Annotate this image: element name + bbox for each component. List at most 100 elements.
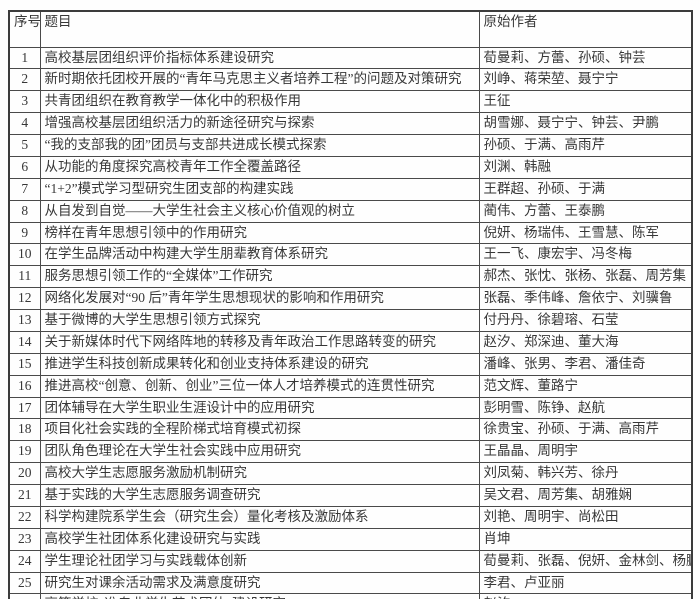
row-title: 从自发到自觉——大学生社会主义核心价值观的树立 <box>39 199 480 223</box>
row-title: 推进学生科技创新成果转化和创业支持体系建设的研究 <box>39 352 480 376</box>
row-title: 从功能的角度探究高校青年工作全覆盖路径 <box>39 155 480 179</box>
row-authors: 李君、卢亚丽 <box>478 571 693 595</box>
row-authors: 蔺伟、方蕾、王泰鹏 <box>478 199 693 223</box>
row-title: 项目化社会实践的全程阶梯式培育模式初探 <box>39 418 480 442</box>
col-header-title: 题目 <box>39 10 480 48</box>
table-row: 12 网络化发展对“90 后”青年学生思想现状的影响和作用研究 张磊、季伟峰、詹… <box>8 287 693 310</box>
row-serial-number: 12 <box>8 287 41 310</box>
row-title: 学生理论社团学习与实践载体创新 <box>39 549 480 573</box>
table-row: 25 研究生对课余活动需求及满意度研究 李君、卢亚丽 <box>8 571 693 595</box>
row-title: 网络化发展对“90 后”青年学生思想现状的影响和作用研究 <box>39 287 480 310</box>
row-title: 高校基层团组织评价指标体系建设研究 <box>39 46 480 70</box>
row-serial-number: 14 <box>8 330 41 354</box>
row-title: 榜样在青年思想引领中的作用研究 <box>39 221 480 245</box>
table-header: 序号 题目 原始作者 <box>8 10 693 48</box>
row-serial-number: 18 <box>8 418 41 442</box>
row-authors: 倪妍、杨瑞伟、王雪慧、陈军 <box>478 221 693 245</box>
table-row: 15 推进学生科技创新成果转化和创业支持体系建设的研究 潘峰、张男、李君、潘佳奇 <box>8 352 693 376</box>
row-serial-number: 23 <box>8 527 41 551</box>
row-authors: 潘峰、张男、李君、潘佳奇 <box>478 352 693 376</box>
row-title: 服务思想引领工作的“全媒体”工作研究 <box>39 265 480 289</box>
row-authors: 王晶晶、周明宇 <box>478 440 693 464</box>
table-row: 22 科学构建院系学生会（研究生会）量化考核及激励体系 刘艳、周明宇、尚松田 <box>8 505 693 529</box>
table-row: 23 高校学生社团体系化建设研究与实践 肖坤 <box>8 527 693 551</box>
row-authors: 范文辉、董路宁 <box>478 374 693 398</box>
row-title: 关于新媒体时代下网络阵地的转移及青年政治工作思路转变的研究 <box>39 330 480 354</box>
row-authors: 刘峥、蒋荣堃、聂宁宁 <box>478 68 693 92</box>
row-title: “我的支部我的团”团员与支部共进成长模式探索 <box>39 134 480 157</box>
row-serial-number: 11 <box>8 265 41 289</box>
table-row: 17 团体辅导在大学生职业生涯设计中的应用研究 彭明雪、陈铮、赵航 <box>8 396 693 420</box>
row-serial-number: 21 <box>8 484 41 507</box>
table-row: 24 学生理论社团学习与实践载体创新 荀曼莉、张磊、倪妍、金林剑、杨鹏 <box>8 549 693 573</box>
row-authors: 付丹丹、徐碧瑢、石莹 <box>478 309 693 332</box>
table-body: 1 高校基层团组织评价指标体系建设研究 荀曼莉、方蕾、孙硕、钟芸 2 新时期依托… <box>8 46 693 599</box>
row-serial-number: 7 <box>8 177 41 201</box>
table-row: 11 服务思想引领工作的“全媒体”工作研究 郝杰、张忱、张杨、张磊、周芳集 <box>8 265 693 289</box>
row-authors: 王一飞、康宏宇、冯冬梅 <box>478 243 693 267</box>
row-serial-number: 26 <box>8 593 41 599</box>
table-row: 13 基于微博的大学生思想引领方式探究 付丹丹、徐碧瑢、石莹 <box>8 309 693 332</box>
row-serial-number: 3 <box>8 90 41 114</box>
table-row: 6 从功能的角度探究高校青年工作全覆盖路径 刘渊、韩融 <box>8 155 693 179</box>
row-authors: 彭明雪、陈铮、赵航 <box>478 396 693 420</box>
row-authors: 吴文君、周芳集、胡雅娴 <box>478 484 693 507</box>
row-title: 高等学校“准专业学生艺术团体”建设研究 <box>39 593 480 599</box>
table-row: 19 团队角色理论在大学生社会实践中应用研究 王晶晶、周明宇 <box>8 440 693 464</box>
row-serial-number: 24 <box>8 549 41 573</box>
row-serial-number: 17 <box>8 396 41 420</box>
col-header-original-authors: 原始作者 <box>478 10 693 48</box>
table-row: 1 高校基层团组织评价指标体系建设研究 荀曼莉、方蕾、孙硕、钟芸 <box>8 46 693 70</box>
table-row: 5 “我的支部我的团”团员与支部共进成长模式探索 孙硕、于满、高雨芹 <box>8 134 693 157</box>
table-row: 20 高校大学生志愿服务激励机制研究 刘凤菊、韩兴芳、徐丹 <box>8 462 693 485</box>
row-authors: 郝杰、张忱、张杨、张磊、周芳集 <box>478 265 693 289</box>
table-row: 14 关于新媒体时代下网络阵地的转移及青年政治工作思路转变的研究 赵汐、郑深迪、… <box>8 330 693 354</box>
row-authors: 胡雪娜、聂宁宁、钟芸、尹鹏 <box>478 112 693 135</box>
row-serial-number: 5 <box>8 134 41 157</box>
row-title: 研究生对课余活动需求及满意度研究 <box>39 571 480 595</box>
row-serial-number: 4 <box>8 112 41 135</box>
row-title: 新时期依托团校开展的“青年马克思主义者培养工程”的问题及对策研究 <box>39 68 480 92</box>
row-authors: 王群超、孙硕、于满 <box>478 177 693 201</box>
row-serial-number: 9 <box>8 221 41 245</box>
row-authors: 王征 <box>478 90 693 114</box>
table-row: 8 从自发到自觉——大学生社会主义核心价值观的树立 蔺伟、方蕾、王泰鹏 <box>8 199 693 223</box>
row-title: “1+2”模式学习型研究生团支部的构建实践 <box>39 177 480 201</box>
row-title: 科学构建院系学生会（研究生会）量化考核及激励体系 <box>39 505 480 529</box>
col-header-serial-number: 序号 <box>8 10 41 48</box>
table-row: 2 新时期依托团校开展的“青年马克思主义者培养工程”的问题及对策研究 刘峥、蒋荣… <box>8 68 693 92</box>
row-authors: 荀曼莉、方蕾、孙硕、钟芸 <box>478 46 693 70</box>
row-authors: 刘渊、韩融 <box>478 155 693 179</box>
table-row: 18 项目化社会实践的全程阶梯式培育模式初探 徐贵宝、孙硕、于满、高雨芹 <box>8 418 693 442</box>
row-title: 基于微博的大学生思想引领方式探究 <box>39 309 480 332</box>
row-authors: 赵汐 <box>478 593 693 599</box>
research-topics-table: 序号 题目 原始作者 1 高校基层团组织评价指标体系建设研究 荀曼莉、方蕾、孙硕… <box>8 10 693 599</box>
row-authors: 赵汐、郑深迪、董大海 <box>478 330 693 354</box>
row-title: 基于实践的大学生志愿服务调查研究 <box>39 484 480 507</box>
table-row: 10 在学生品牌活动中构建大学生朋辈教育体系研究 王一飞、康宏宇、冯冬梅 <box>8 243 693 267</box>
row-title: 共青团组织在教育教学一体化中的积极作用 <box>39 90 480 114</box>
row-authors: 刘艳、周明宇、尚松田 <box>478 505 693 529</box>
row-serial-number: 8 <box>8 199 41 223</box>
row-title: 在学生品牌活动中构建大学生朋辈教育体系研究 <box>39 243 480 267</box>
row-serial-number: 22 <box>8 505 41 529</box>
row-title: 团队角色理论在大学生社会实践中应用研究 <box>39 440 480 464</box>
row-serial-number: 20 <box>8 462 41 485</box>
row-serial-number: 16 <box>8 374 41 398</box>
table-row: 26 高等学校“准专业学生艺术团体”建设研究 赵汐 <box>8 593 693 599</box>
row-title: 增强高校基层团组织活力的新途径研究与探索 <box>39 112 480 135</box>
table-row: 16 推进高校“创意、创新、创业”三位一体人才培养模式的连贯性研究 范文辉、董路… <box>8 374 693 398</box>
row-serial-number: 1 <box>8 46 41 70</box>
row-serial-number: 15 <box>8 352 41 376</box>
row-serial-number: 6 <box>8 155 41 179</box>
row-authors: 孙硕、于满、高雨芹 <box>478 134 693 157</box>
header-row: 序号 题目 原始作者 <box>8 10 693 48</box>
table-row: 4 增强高校基层团组织活力的新途径研究与探索 胡雪娜、聂宁宁、钟芸、尹鹏 <box>8 112 693 135</box>
row-serial-number: 13 <box>8 309 41 332</box>
row-title: 推进高校“创意、创新、创业”三位一体人才培养模式的连贯性研究 <box>39 374 480 398</box>
row-serial-number: 19 <box>8 440 41 464</box>
row-title: 团体辅导在大学生职业生涯设计中的应用研究 <box>39 396 480 420</box>
row-serial-number: 10 <box>8 243 41 267</box>
row-title: 高校大学生志愿服务激励机制研究 <box>39 462 480 485</box>
